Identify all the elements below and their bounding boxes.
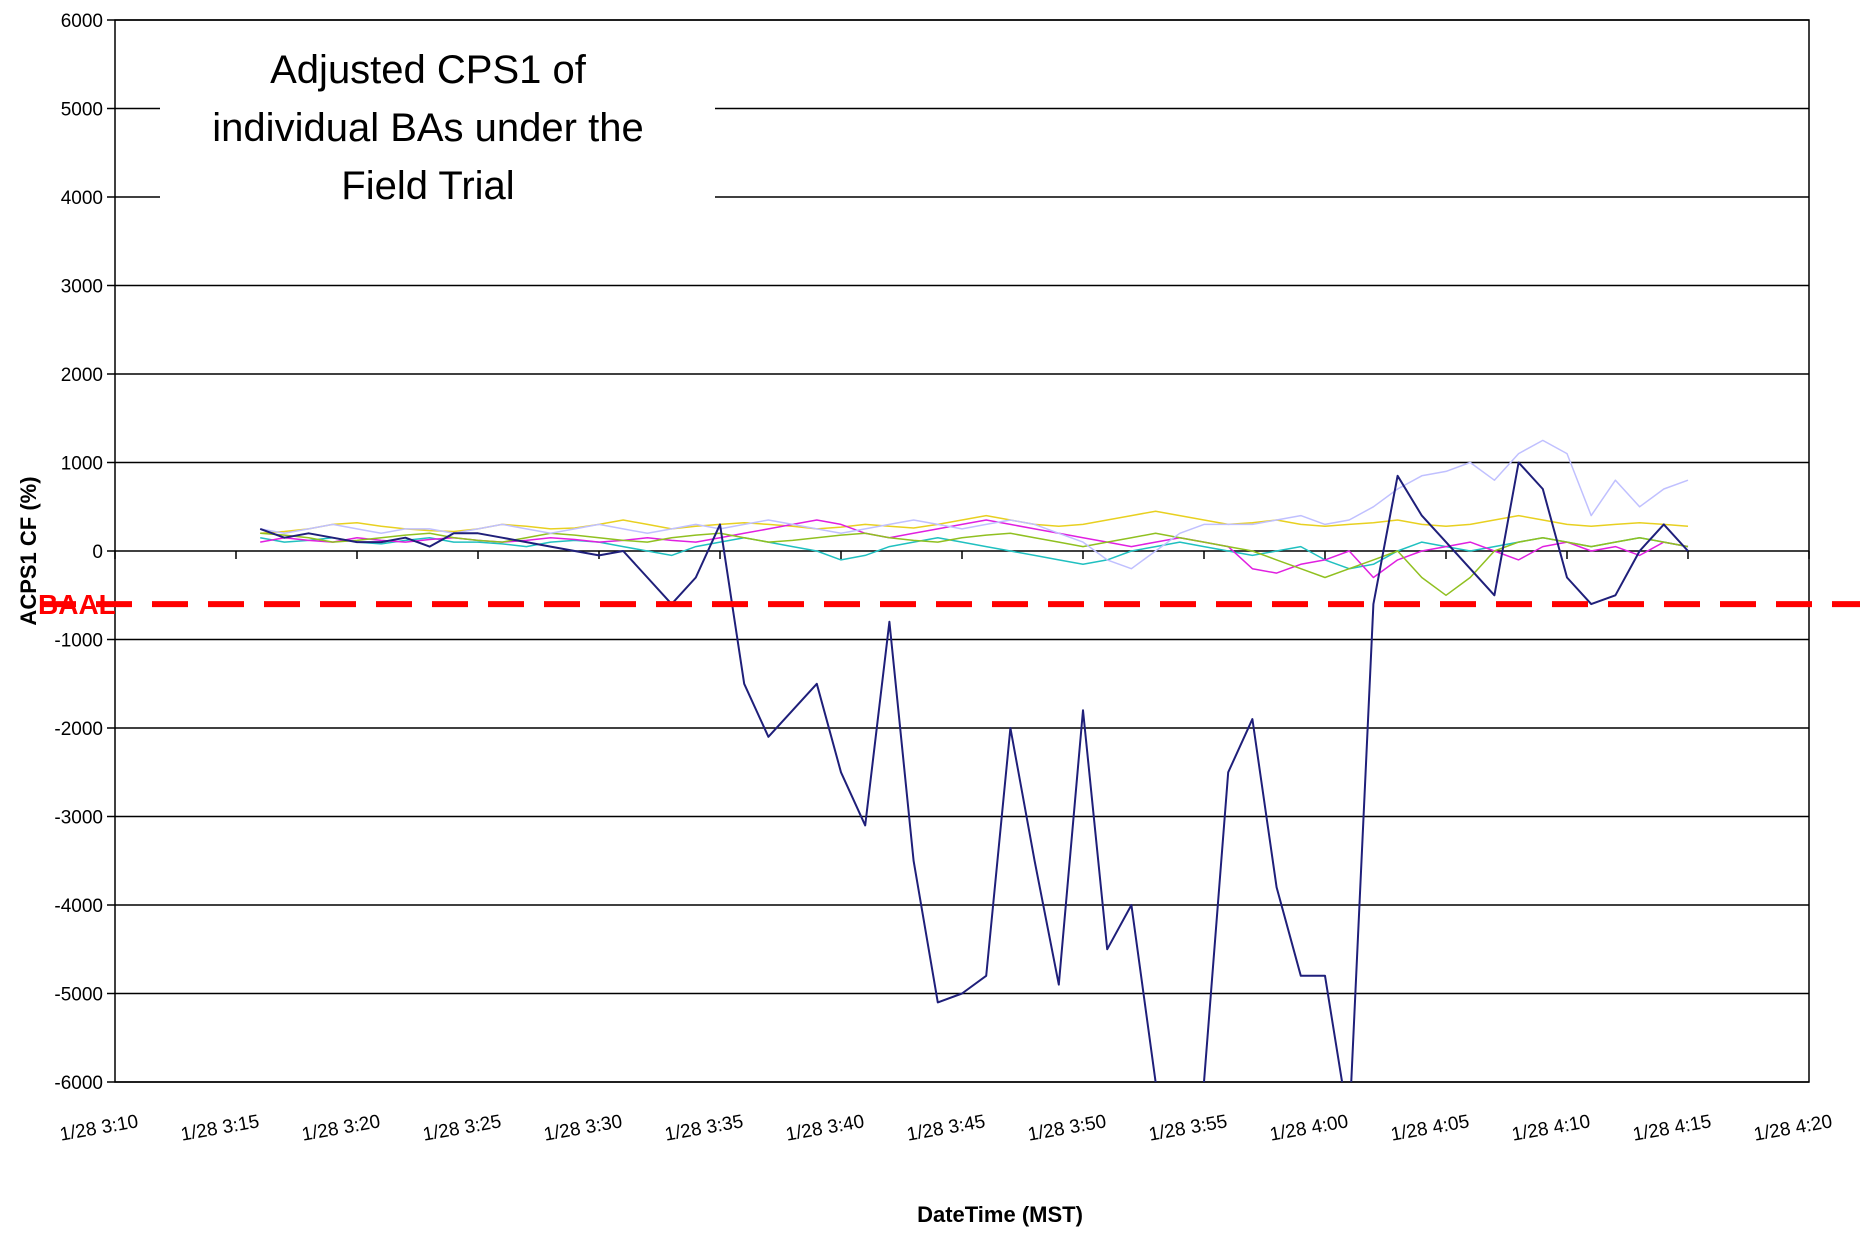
baal-label: BAAL — [38, 589, 116, 620]
series-line — [259, 461, 1689, 1082]
annotation-box — [160, 25, 715, 220]
x-tick-label: 1/28 3:40 — [784, 1111, 866, 1145]
x-tick-label: 1/28 3:20 — [300, 1111, 382, 1145]
x-tick-label: 1/28 3:30 — [542, 1111, 624, 1145]
y-tick-label: 2000 — [61, 365, 103, 386]
y-tick-label: 4000 — [61, 188, 103, 209]
annotation: individual BAs under the — [212, 106, 643, 150]
x-tick-label: 1/28 4:00 — [1268, 1111, 1350, 1145]
x-tick-label: 1/28 4:10 — [1510, 1111, 1592, 1145]
x-tick-label: 1/28 3:35 — [663, 1111, 745, 1145]
y-tick-label: 5000 — [61, 100, 103, 121]
y-tick-label: -1000 — [54, 631, 103, 652]
x-tick-label: 1/28 3:55 — [1147, 1111, 1229, 1145]
y-tick-label: -3000 — [54, 808, 103, 829]
series-line — [260, 532, 1689, 597]
y-tick-label: 1000 — [61, 454, 103, 475]
x-tick-label: 1/28 3:25 — [421, 1111, 503, 1145]
series-line — [260, 536, 1689, 570]
y-axis-title: ACPS1 CF (%) — [16, 476, 41, 625]
x-tick-label: 1/28 3:15 — [179, 1111, 261, 1145]
y-tick-label: -5000 — [54, 985, 103, 1006]
overlay: BAAL Adjusted CPS1 of individual BAs under… — [38, 48, 1860, 620]
y-tick-label: -2000 — [54, 719, 103, 740]
y-tick-label: -6000 — [54, 1073, 103, 1094]
x-tick-label: 1/28 4:15 — [1631, 1111, 1713, 1145]
y-tick-label: 0 — [92, 542, 103, 563]
x-tick-label: 1/28 3:10 — [58, 1111, 140, 1145]
plot-lines — [259, 439, 1689, 1082]
y-tick-label: 6000 — [61, 11, 103, 32]
annotation: Field Trial — [341, 164, 514, 208]
y-tick-label: 3000 — [61, 277, 103, 298]
y-tick-label: -4000 — [54, 896, 103, 917]
x-tick-label: 1/28 3:50 — [1026, 1111, 1108, 1145]
x-tick-label: 1/28 3:45 — [905, 1111, 987, 1145]
x-tick-label: 1/28 4:05 — [1389, 1111, 1471, 1145]
series-line — [260, 439, 1689, 570]
annotation: Adjusted CPS1 of — [270, 48, 587, 92]
x-axis-title: DateTime (MST) — [917, 1202, 1083, 1227]
x-tick-label: 1/28 4:20 — [1752, 1111, 1834, 1145]
